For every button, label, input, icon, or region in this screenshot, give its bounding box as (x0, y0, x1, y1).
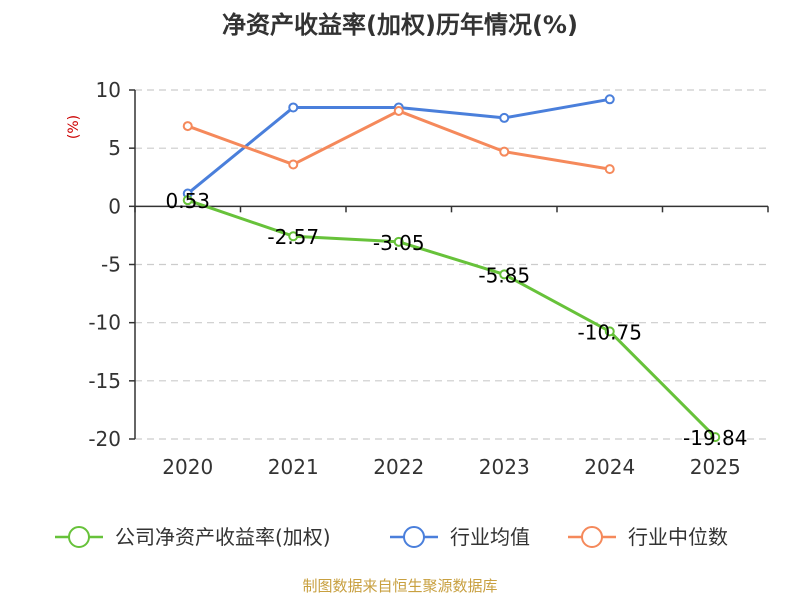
axes: 10 5 0 -5 -10 -15 -20 2020 2021 2022 2023 2024 2025 (88, 78, 769, 479)
industry_median-point (604, 164, 615, 175)
industry_median-point (288, 159, 299, 170)
company-point (182, 195, 193, 206)
data-label: -2.57 (267, 225, 319, 249)
legend-label: 行业中位数 (628, 525, 728, 549)
x-tick-label: 2020 (162, 455, 213, 479)
y-tick-label: -10 (88, 311, 121, 335)
company-point (499, 269, 510, 280)
y-tick-label: -5 (101, 253, 121, 277)
industry_median-point (499, 146, 510, 157)
data-label: -3.05 (373, 231, 425, 255)
chart-title: 净资产收益率(加权)历年情况(%) (222, 11, 578, 39)
x-tick-label: 2022 (373, 455, 424, 479)
data-label: -10.75 (578, 320, 642, 344)
industry_median-point (393, 105, 404, 116)
y-tick-label: -20 (88, 427, 121, 451)
company-line (187, 198, 717, 439)
data-label: 0.53 (165, 189, 210, 213)
legend-swatch-marker (581, 526, 603, 548)
legend-item-company[interactable]: 公司净资产收益率(加权) (55, 525, 331, 549)
industry_avg-point (499, 112, 510, 123)
industry_avg-point (288, 102, 299, 113)
company-point (710, 432, 721, 443)
y-tick-label: 0 (108, 194, 121, 218)
y-axis-label: (%) (66, 115, 82, 139)
legend[interactable]: 公司净资产收益率(加权) 行业均值 行业中位数 (55, 525, 728, 549)
grid-lines (135, 89, 768, 440)
legend-swatch-marker (403, 526, 425, 548)
x-tick-label: 2025 (690, 455, 741, 479)
legend-label: 行业均值 (450, 525, 530, 549)
legend-label: 公司净资产收益率(加权) (115, 525, 331, 549)
x-tick-label: 2023 (479, 455, 530, 479)
data-label: -19.84 (683, 426, 747, 450)
industry_avg-point (604, 94, 615, 105)
company-point (604, 326, 615, 337)
y-tick-label: -15 (88, 369, 121, 393)
source-note: 制图数据来自恒生聚源数据库 (302, 577, 497, 595)
y-tick-label: 10 (96, 78, 121, 102)
x-tick-label: 2024 (584, 455, 635, 479)
company-point (393, 236, 404, 247)
legend-item-industry_median[interactable]: 行业中位数 (568, 525, 728, 549)
legend-swatch-marker (68, 526, 90, 548)
x-tick-label: 2021 (268, 455, 319, 479)
legend-item-industry_avg[interactable]: 行业均值 (390, 525, 530, 549)
company-point (288, 231, 299, 242)
data-labels: 0.53 -2.57 -3.05 -5.85 -10.75 -19.84 (165, 189, 747, 450)
data-label: -5.85 (478, 263, 530, 287)
industry_median-point (182, 121, 193, 132)
y-tick-label: 5 (108, 136, 121, 160)
series-lines (182, 94, 721, 443)
